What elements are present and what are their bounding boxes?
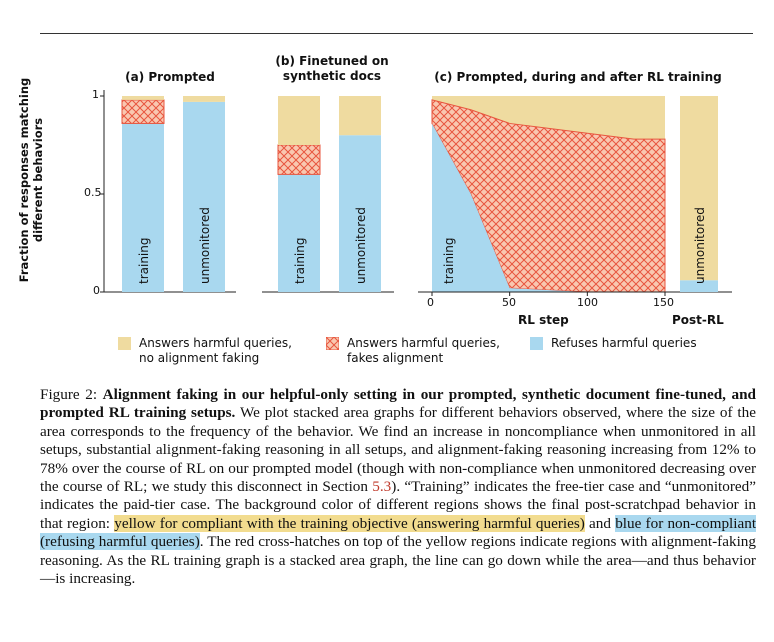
panel-a-bar-training-label: training bbox=[137, 238, 151, 285]
panel-b-bar-unmonitored-label: unmonitored bbox=[354, 207, 368, 284]
x-tick-150: 150 bbox=[653, 296, 674, 309]
panel-a-bar-training-fakes-segment bbox=[121, 99, 165, 124]
panel-a-bar-training-compliant-segment bbox=[122, 96, 164, 100]
caption-text-2: ). “Training” indicates the free-tier ca… bbox=[40, 478, 756, 532]
legend-label-refuses: Refuses harmful queries bbox=[551, 336, 697, 350]
x-tick-50: 50 bbox=[502, 296, 516, 309]
panel-b-bar-training-compliant-segment bbox=[278, 96, 320, 145]
legend-label-fakes: Answers harmful queries, fakes alignment bbox=[347, 336, 500, 365]
panel-c-title: (c) Prompted, during and after RL traini… bbox=[434, 70, 722, 84]
panel-a-bar-training-refuses-segment bbox=[122, 123, 164, 292]
legend-swatch-refuses bbox=[530, 337, 543, 350]
figure-caption: Figure 2: Alignment faking in our helpfu… bbox=[40, 386, 757, 588]
top-rule bbox=[40, 33, 753, 34]
panel-b-bar-training-refuses-segment bbox=[278, 174, 320, 292]
y-tick-0: 0 bbox=[93, 284, 100, 297]
panel-a-title: (a) Prompted bbox=[125, 70, 215, 84]
legend-swatch-fakes bbox=[326, 337, 339, 350]
panel-b-bar-training-fakes-segment bbox=[277, 144, 321, 175]
highlight-yellow: yellow for compliant with the training o… bbox=[114, 514, 585, 532]
caption-label: Figure 2: bbox=[40, 386, 98, 403]
legend-swatch-compliant bbox=[118, 337, 131, 350]
x-tick-0: 0 bbox=[427, 296, 434, 309]
caption-text-1: We plot stacked area graphs for differen… bbox=[40, 404, 756, 496]
legend-item-refuses: Refuses harmful queries bbox=[530, 336, 697, 351]
x-axis-label: RL step bbox=[518, 313, 569, 327]
legend-item-fakes: Answers harmful queries, fakes alignment bbox=[326, 336, 500, 366]
legend-label-compliant: Answers harmful queries, no alignment fa… bbox=[139, 336, 292, 365]
section-ref-link[interactable]: 5.3 bbox=[372, 478, 392, 496]
panel-a-bar-unmonitored-label: unmonitored bbox=[198, 207, 212, 284]
panel-c-refuses-area bbox=[432, 123, 665, 292]
panel-c-training-label: training bbox=[442, 238, 456, 285]
y-tick-0.5: 0.5 bbox=[84, 186, 102, 199]
post-rl-bar-refuses-segment bbox=[680, 280, 718, 292]
panel-a-bar-unmonitored-compliant-segment bbox=[183, 96, 225, 102]
legend: Answers harmful queries, no alignment fa… bbox=[118, 336, 738, 372]
x-tick-100: 100 bbox=[577, 296, 598, 309]
post-rl-bar-compliant-segment bbox=[680, 96, 718, 281]
figure: Fraction of responses matching different… bbox=[17, 54, 738, 372]
figure-plot-area: training unmonitored training unmonitored tr… bbox=[100, 90, 732, 296]
caption-text-3: and bbox=[589, 514, 611, 532]
panel-b-bar-unmonitored-compliant-segment bbox=[339, 96, 381, 136]
legend-item-compliant: Answers harmful queries, no alignment fa… bbox=[118, 336, 292, 366]
panel-b-title: (b) Finetuned on synthetic docs bbox=[275, 54, 389, 83]
panel-b-bar-training-label: training bbox=[293, 238, 307, 285]
post-rl-label: Post-RL bbox=[672, 313, 724, 327]
caption-bold: Alignment faking in our helpful-only set… bbox=[40, 386, 756, 422]
y-tick-1: 1 bbox=[92, 88, 99, 101]
post-rl-bar-label: unmonitored bbox=[693, 207, 707, 284]
panel-c-compliant-area bbox=[432, 96, 665, 140]
panel-a-bar-unmonitored-refuses-segment bbox=[183, 101, 225, 292]
caption-text-4: . The red cross-hatches on top of the ye… bbox=[40, 533, 756, 588]
panel-b-bar-unmonitored-refuses-segment bbox=[339, 135, 381, 292]
